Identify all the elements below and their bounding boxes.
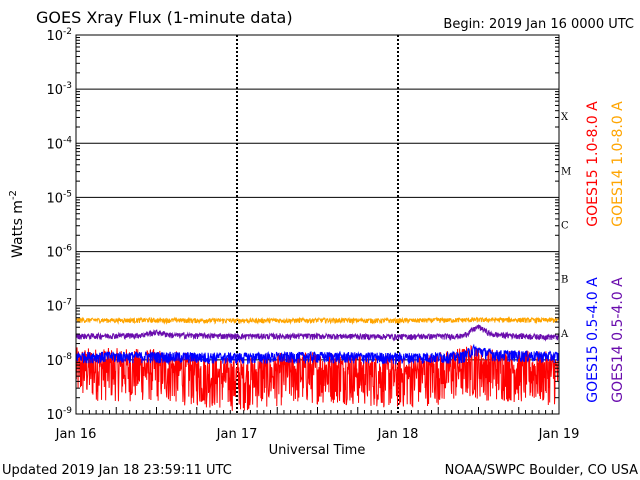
series-line-3: [75, 324, 560, 342]
y-tick-label: 10-6: [46, 244, 72, 261]
plot-axes: 10-2 10-3 10-4 10-5 10-6 10-7 10-8 10-9 Jan 16 Ja…: [46, 27, 579, 442]
flare-class-label: B: [561, 275, 568, 286]
flare-class-label: X: [561, 112, 569, 123]
chart-title: GOES Xray Flux (1-minute data): [36, 8, 293, 27]
y-tick-label: 10-5: [46, 189, 72, 206]
legend-goes14-short: GOES14 0.5-4.0 A: [610, 277, 626, 403]
y-tick-label: 10-4: [46, 135, 72, 152]
x-axis-label: Universal Time: [269, 443, 366, 458]
y-tick-label: 10-7: [46, 298, 72, 315]
source-credit: NOAA/SWPC Boulder, CO USA: [445, 463, 638, 478]
series-line-2: [75, 343, 560, 366]
series-line-0: [75, 344, 560, 411]
legend-goes14-long: GOES14 1.0-8.0 A: [610, 101, 626, 227]
x-tick-label: Jan 17: [216, 427, 258, 442]
y-tick-label: 10-8: [46, 352, 72, 369]
legend-goes15-long: GOES15 1.0-8.0 A: [585, 101, 601, 227]
flare-class-label: C: [561, 221, 569, 232]
begin-date-label: Begin: 2019 Jan 16 0000 UTC: [443, 17, 634, 32]
x-tick-label: Jan 18: [377, 427, 419, 442]
flare-class-label: A: [560, 329, 569, 340]
plot-series: [75, 316, 560, 411]
series-line-1: [75, 316, 560, 325]
y-tick-label: 10-2: [46, 27, 72, 44]
updated-timestamp: Updated 2019 Jan 18 23:59:11 UTC: [2, 463, 232, 478]
x-tick-label: Jan 16: [55, 427, 97, 442]
y-axis-label: Watts m-2: [8, 190, 26, 258]
y-tick-label: 10-9: [46, 406, 72, 423]
x-tick-label: Jan 19: [538, 427, 580, 442]
legend-goes15-short: GOES15 0.5-4.0 A: [585, 277, 601, 403]
y-tick-label: 10-3: [46, 81, 72, 98]
flare-class-label: M: [561, 166, 571, 177]
